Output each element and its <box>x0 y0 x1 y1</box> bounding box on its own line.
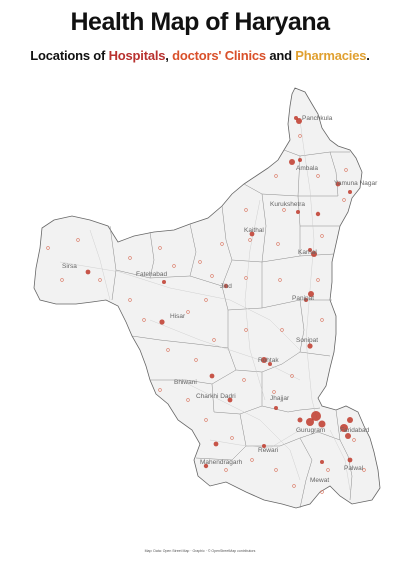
legend-pharmacies: Pharmacies <box>295 48 367 63</box>
district-labels: Panchkula Ambala Yamuna Nagar Kurukshetr… <box>62 115 378 484</box>
district-label-faridabad[interactable]: Faridabad <box>340 427 370 434</box>
district-label-ambala[interactable]: Ambala <box>296 165 318 172</box>
subtitle-sep-1: , <box>165 48 173 63</box>
subtitle-end: . <box>366 48 370 63</box>
district-label-mewat[interactable]: Mewat <box>310 477 329 484</box>
district-label-kaithal[interactable]: Kaithal <box>244 227 264 234</box>
district-label-yamuna-nagar[interactable]: Yamuna Nagar <box>334 180 378 187</box>
district-label-fatehabad[interactable]: Fatehabad <box>136 271 167 278</box>
district-label-rewari[interactable]: Rewari <box>258 447 278 454</box>
district-label-karnal[interactable]: Karnal <box>298 249 317 256</box>
district-label-kurukshetra[interactable]: Kurukshetra <box>270 201 305 208</box>
district-label-gurugram[interactable]: Gurugram <box>296 427 325 434</box>
hospital-clusters <box>85 116 353 469</box>
district-boundaries <box>109 149 353 509</box>
legend-clinics: doctors' Clinics <box>172 48 266 63</box>
district-label-palwal[interactable]: Palwal <box>344 465 364 472</box>
district-label-sirsa[interactable]: Sirsa <box>62 263 77 270</box>
state-outline <box>33 87 381 509</box>
page-subtitle: Locations of Hospitals, doctors' Clinics… <box>0 48 400 63</box>
district-label-jhajjar[interactable]: Jhajjar <box>270 395 290 402</box>
legend-hospitals: Hospitals <box>108 48 166 63</box>
district-label-jind[interactable]: Jind <box>220 283 232 290</box>
footer-credit: Map: Data: Open Street Map · Graphic · ©… <box>144 549 256 553</box>
district-label-sonipat[interactable]: Sonipat <box>296 337 318 344</box>
district-label-bhiwani[interactable]: Bhiwani <box>174 379 197 386</box>
subtitle-prefix: Locations of <box>30 48 109 63</box>
district-label-panipat[interactable]: Panipat <box>292 295 314 302</box>
district-label-rohtak[interactable]: Rohtak <box>258 357 279 364</box>
district-label-hisar[interactable]: Hisar <box>170 313 186 320</box>
road-network <box>59 119 351 491</box>
page-title: Health Map of Haryana <box>70 8 330 36</box>
district-label-mahendragarh[interactable]: Mahendragarh <box>200 459 243 466</box>
facility-markers-scattered <box>46 134 366 494</box>
district-label-charkhi-dadri[interactable]: Charkhi Dadri <box>196 393 236 400</box>
subtitle-sep-2: and <box>265 48 296 63</box>
district-label-panchkula[interactable]: Panchkula <box>302 115 333 122</box>
